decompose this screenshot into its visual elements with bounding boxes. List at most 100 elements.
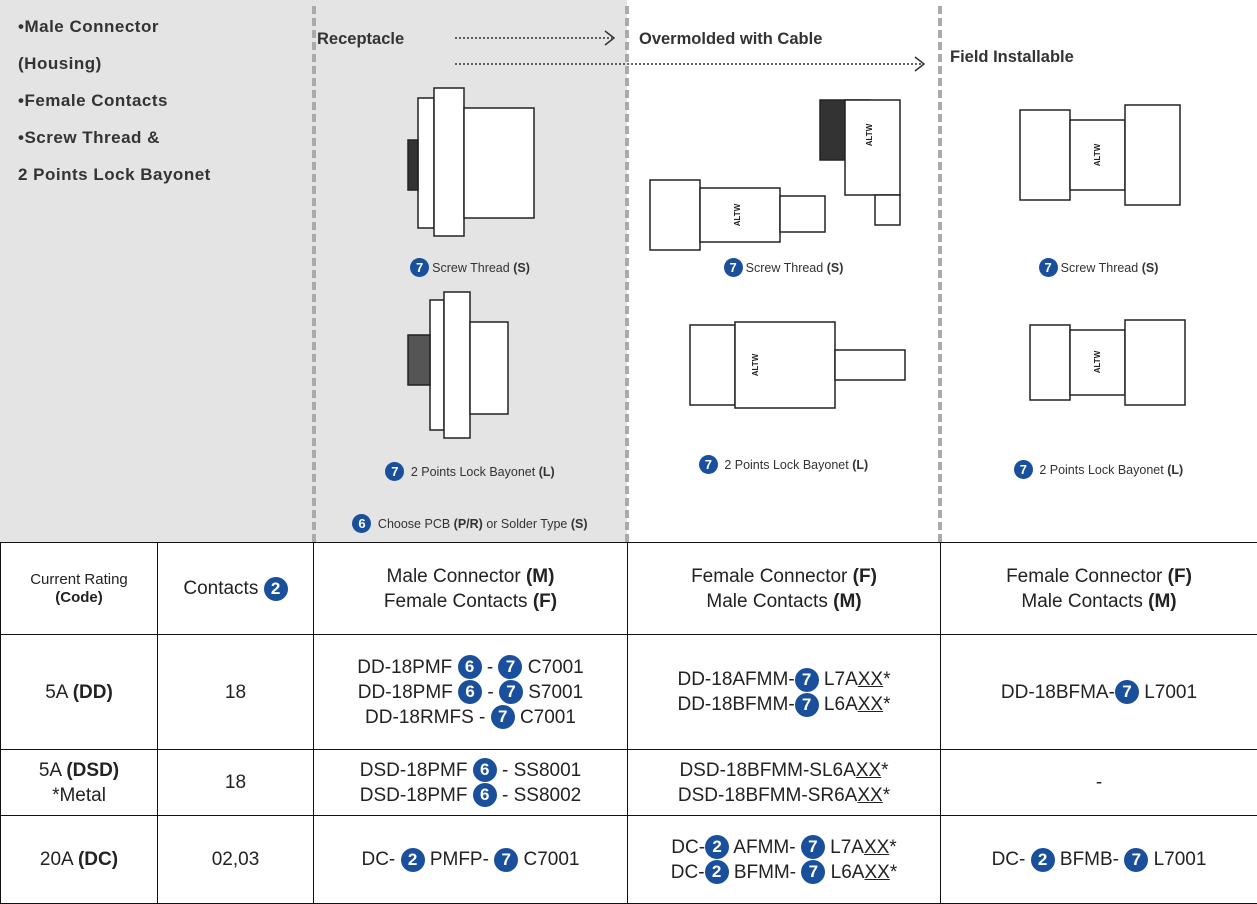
text-line: DSD-18PMF 6 - SS8001 xyxy=(314,758,627,783)
caption: 7 2 Points Lock Bayonet (L) xyxy=(940,460,1257,479)
text: 18 xyxy=(225,680,246,705)
text: Choose PCB xyxy=(374,517,453,531)
text: DSD-18PMF xyxy=(360,783,473,808)
text: - SS8001 xyxy=(497,758,582,783)
text-line: *Metal xyxy=(1,783,157,808)
field-screw: ALTW xyxy=(1020,105,1180,205)
brand-label: ALTW xyxy=(1093,143,1102,166)
column-title: Receptacle xyxy=(317,30,404,49)
text: L6A xyxy=(819,692,858,717)
overmolded-bayonet: ALTW xyxy=(690,322,905,408)
text-line: DD-18BFMA-7 L7001 xyxy=(941,680,1257,705)
text: 02,03 xyxy=(212,847,260,872)
text: 5A xyxy=(45,680,72,705)
table-cell: DC- 2 PMFP- 7 C7001 xyxy=(314,816,628,904)
text: C7001 xyxy=(515,705,576,730)
badge: 7 xyxy=(1115,680,1139,704)
text: (Code) xyxy=(55,589,103,607)
text: XX xyxy=(858,667,883,692)
badge: 2 xyxy=(705,835,729,859)
text: * xyxy=(889,835,896,860)
badge: 2 xyxy=(705,860,729,884)
text: * xyxy=(883,783,890,808)
table-cell: DC- 2 BFMB- 7 L7001 xyxy=(941,816,1257,904)
badge: 7 xyxy=(499,680,523,704)
text: * xyxy=(883,692,890,717)
text: Screw Thread xyxy=(746,261,827,275)
text: - xyxy=(482,680,499,705)
text: (M) xyxy=(1148,589,1176,614)
text: DC- xyxy=(671,835,705,860)
text: XX xyxy=(857,783,882,808)
text-line: Current Rating xyxy=(1,571,157,589)
text: (M) xyxy=(526,564,554,589)
text-line: DC- 2 BFMB- 7 L7001 xyxy=(941,847,1257,872)
table-cell: 5A (DSD)*Metal xyxy=(1,750,158,816)
text: S7001 xyxy=(523,680,583,705)
text: DD-18PMF xyxy=(358,680,458,705)
caption: 7 2 Points Lock Bayonet (L) xyxy=(313,462,627,481)
text: DC- xyxy=(671,860,705,885)
text: L7001 xyxy=(1139,680,1197,705)
table-cell: Female Connector (F)Male Contacts (M) xyxy=(941,543,1257,635)
text: (P/R) xyxy=(454,517,483,531)
table-cell: Female Connector (F)Male Contacts (M) xyxy=(628,543,941,635)
badge: 7 xyxy=(498,655,522,679)
text: 5A xyxy=(39,758,66,783)
table-cell: 5A (DD) xyxy=(1,635,158,750)
text: XX xyxy=(864,835,889,860)
text: 2 Points Lock Bayonet xyxy=(407,465,538,479)
badge: 6 xyxy=(473,783,497,807)
brand-label: ALTW xyxy=(1093,350,1102,373)
text: L7001 xyxy=(1148,847,1206,872)
caption: 6 Choose PCB (P/R) or Solder Type (S) xyxy=(313,514,627,533)
text: (S) xyxy=(1142,261,1159,275)
badge: 7 xyxy=(1014,460,1033,479)
badge: 2 xyxy=(401,848,425,872)
text: DSD-18BFMM-SR6A xyxy=(678,783,857,808)
text: L7A xyxy=(819,667,858,692)
table-cell: DD-18BFMA-7 L7001 xyxy=(941,635,1257,750)
badge: 7 xyxy=(1039,258,1058,277)
badge: 7 xyxy=(699,455,718,474)
text-line: (Code) xyxy=(1,589,157,607)
text: XX xyxy=(858,692,883,717)
badge: 7 xyxy=(795,693,819,717)
table-cell: 18 xyxy=(158,635,314,750)
text: L7A xyxy=(825,835,864,860)
text: (F) xyxy=(853,564,877,589)
table-cell: - xyxy=(941,750,1257,816)
text: 18 xyxy=(225,770,246,795)
badge: 7 xyxy=(801,860,825,884)
badge: 6 xyxy=(458,655,482,679)
text: Female Connector xyxy=(691,564,853,589)
text-line: DD-18PMF 6 - 7 S7001 xyxy=(314,680,627,705)
text-line: 20A (DC) xyxy=(1,847,157,872)
text-line: Female Connector (F) xyxy=(628,564,940,589)
text: - xyxy=(482,655,499,680)
badge: 6 xyxy=(458,680,482,704)
text-line: Female Connector (F) xyxy=(941,564,1257,589)
badge: 2 xyxy=(1031,848,1055,872)
text: Female Connector xyxy=(1006,564,1168,589)
text: (DC) xyxy=(78,847,118,872)
text: * xyxy=(881,758,888,783)
text-line: Contacts 2 xyxy=(158,576,313,601)
table-cell: 18 xyxy=(158,750,314,816)
text: (DD) xyxy=(73,680,113,705)
receptacle-bayonet xyxy=(408,292,508,438)
text: XX xyxy=(864,860,889,885)
badge: 7 xyxy=(795,668,819,692)
text: Female Contacts xyxy=(384,589,533,614)
text: Screw Thread xyxy=(1061,261,1142,275)
